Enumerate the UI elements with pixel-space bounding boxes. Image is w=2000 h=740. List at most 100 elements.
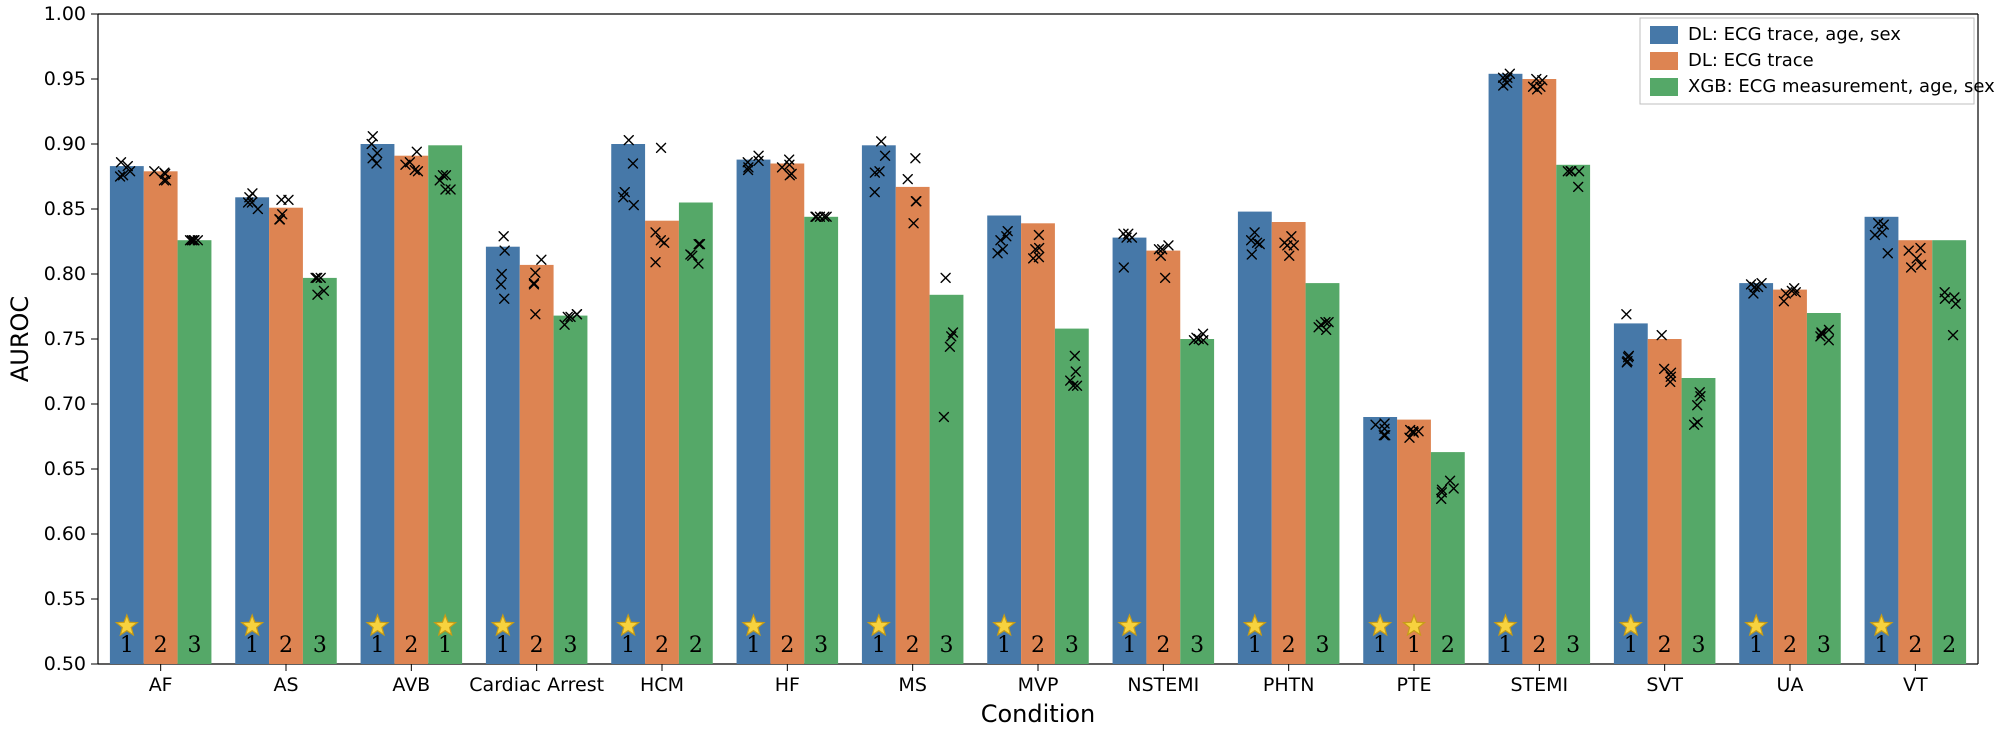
bar <box>269 208 303 664</box>
xtick-label: MVP <box>1018 674 1059 696</box>
bar <box>679 203 713 665</box>
ytick-label: 1.00 <box>44 3 86 25</box>
bar <box>1021 223 1055 664</box>
xtick-label: SVT <box>1646 674 1683 696</box>
xtick-label: NSTEMI <box>1127 674 1199 696</box>
bar <box>1489 74 1523 664</box>
bar <box>1807 313 1841 664</box>
legend-swatch <box>1650 78 1678 96</box>
bar <box>428 145 462 664</box>
bar <box>1180 339 1214 664</box>
rank-label: 2 <box>154 633 168 658</box>
rank-label: 2 <box>1282 633 1296 658</box>
rank-label: 2 <box>1156 633 1170 658</box>
rank-label: 2 <box>404 633 418 658</box>
bar <box>987 216 1021 665</box>
legend-swatch <box>1650 52 1678 70</box>
legend-label: XGB: ECG measurement, age, sex <box>1688 76 1995 97</box>
bar <box>770 164 804 665</box>
bar <box>862 145 896 664</box>
rank-label: 2 <box>279 633 293 658</box>
chart-container: 0.500.550.600.650.700.750.800.850.900.95… <box>0 0 2000 740</box>
ytick-label: 0.75 <box>44 328 86 350</box>
rank-label: 2 <box>1658 633 1672 658</box>
rank-label: 3 <box>1316 633 1330 658</box>
bar <box>1556 165 1590 664</box>
ytick-label: 0.70 <box>44 393 86 415</box>
rank-label: 2 <box>780 633 794 658</box>
ytick-label: 0.85 <box>44 198 86 220</box>
xtick-label: HCM <box>640 674 684 696</box>
xtick-label: MS <box>898 674 926 696</box>
xtick-label: UA <box>1777 674 1804 696</box>
bar <box>361 144 395 664</box>
rank-label: 3 <box>188 633 202 658</box>
bar <box>896 187 930 664</box>
xtick-label: AF <box>149 674 173 696</box>
rank-label: 3 <box>1065 633 1079 658</box>
rank-label: 3 <box>1817 633 1831 658</box>
rank-label: 1 <box>1749 633 1763 658</box>
x-axis-label: Condition <box>981 700 1096 728</box>
ytick-label: 0.50 <box>44 653 86 675</box>
bar <box>554 316 588 664</box>
y-axis-label: AUROC <box>6 296 34 382</box>
rank-label: 3 <box>1566 633 1580 658</box>
bar <box>1773 290 1807 664</box>
ytick-label: 0.65 <box>44 458 86 480</box>
rank-label: 1 <box>496 633 510 658</box>
xtick-label: PHTN <box>1263 674 1315 696</box>
legend-label: DL: ECG trace, age, sex <box>1688 24 1901 45</box>
bar <box>1238 212 1272 664</box>
ytick-label: 0.95 <box>44 68 86 90</box>
bar <box>1614 323 1648 664</box>
rank-label: 2 <box>655 633 669 658</box>
rank-label: 2 <box>906 633 920 658</box>
rank-label: 1 <box>1122 633 1136 658</box>
xtick-label: HF <box>775 674 800 696</box>
ytick-label: 0.90 <box>44 133 86 155</box>
rank-label: 1 <box>621 633 635 658</box>
bar <box>1865 217 1899 664</box>
rank-label: 2 <box>1942 633 1956 658</box>
rank-label: 2 <box>689 633 703 658</box>
rank-label: 3 <box>564 633 578 658</box>
bar <box>144 171 178 664</box>
xtick-label: VT <box>1903 674 1928 696</box>
bar <box>235 197 269 664</box>
rank-label: 1 <box>370 633 384 658</box>
ytick-label: 0.80 <box>44 263 86 285</box>
bar <box>520 265 554 664</box>
bar <box>1272 222 1306 664</box>
rank-label: 1 <box>1248 633 1262 658</box>
bar <box>110 166 144 664</box>
rank-label: 2 <box>530 633 544 658</box>
rank-label: 1 <box>997 633 1011 658</box>
xtick-label: AS <box>273 674 298 696</box>
xtick-label: AVB <box>392 674 430 696</box>
bar <box>1648 339 1682 664</box>
rank-label: 3 <box>1190 633 1204 658</box>
rank-label: 2 <box>1031 633 1045 658</box>
rank-label: 3 <box>1692 633 1706 658</box>
bar <box>486 247 520 664</box>
xtick-label: PTE <box>1396 674 1431 696</box>
bar <box>737 160 771 664</box>
bar <box>1146 251 1180 664</box>
rank-label: 1 <box>1874 633 1888 658</box>
bar <box>804 217 838 664</box>
rank-label: 1 <box>1624 633 1638 658</box>
xtick-label: STEMI <box>1510 674 1568 696</box>
bar <box>1898 240 1932 664</box>
bar <box>1113 238 1147 664</box>
bar <box>394 156 428 664</box>
legend-swatch <box>1650 26 1678 44</box>
bar <box>1522 79 1556 664</box>
rank-label: 1 <box>1498 633 1512 658</box>
rank-label: 1 <box>1373 633 1387 658</box>
rank-label: 2 <box>1441 633 1455 658</box>
ytick-label: 0.55 <box>44 588 86 610</box>
rank-label: 1 <box>872 633 886 658</box>
legend-label: DL: ECG trace <box>1688 50 1814 71</box>
rank-label: 2 <box>1908 633 1922 658</box>
